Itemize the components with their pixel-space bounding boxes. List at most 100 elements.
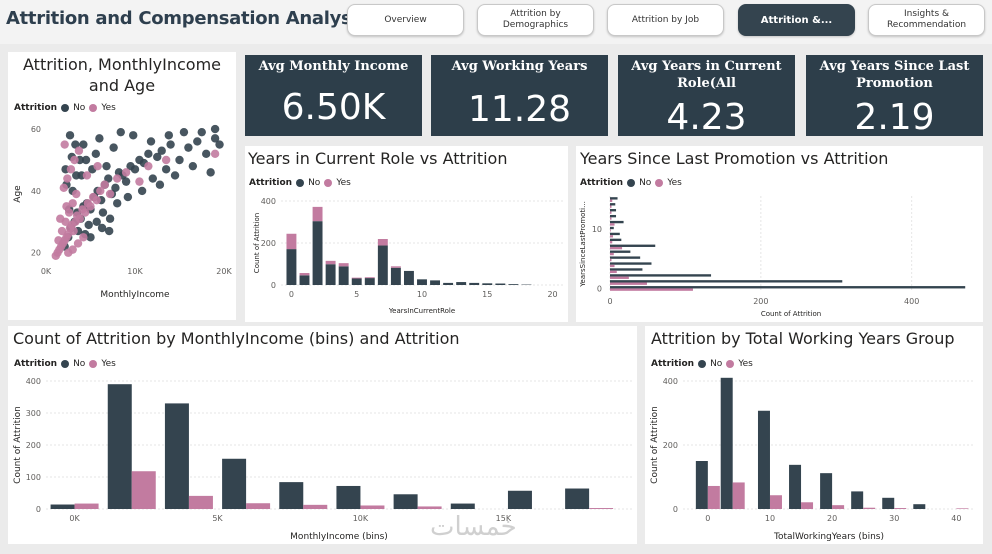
y-tick-label: 400 bbox=[261, 197, 276, 206]
x-axis-label: MonthlyIncome bbox=[100, 290, 170, 300]
bar-yes bbox=[610, 229, 611, 232]
legend-yes-label: Yes bbox=[101, 103, 116, 113]
scatter-point-no bbox=[137, 186, 147, 196]
scatter-point-yes bbox=[100, 180, 109, 189]
x-tick-label: 30 bbox=[889, 514, 899, 523]
legend-yes-swatch bbox=[324, 179, 333, 187]
watermark: خمسات bbox=[430, 512, 517, 542]
x-tick-label: 10K bbox=[353, 514, 369, 523]
scatter-point-yes bbox=[80, 208, 90, 217]
legend-yes-swatch bbox=[89, 360, 98, 368]
bar-no bbox=[338, 266, 349, 285]
bar-yes bbox=[131, 471, 156, 509]
bar-no bbox=[393, 494, 418, 509]
scatter-point-yes bbox=[62, 202, 71, 211]
bar-no bbox=[695, 461, 708, 509]
x-tick-label: 10 bbox=[765, 514, 775, 523]
scatter-point-no bbox=[184, 143, 193, 152]
bar-yes bbox=[364, 277, 375, 279]
income-chart[interactable]: 0 100 200 300 400 0K 5K 10K 15K MonthlyIncome (bi… bbox=[8, 368, 637, 544]
scatter-point-yes bbox=[96, 186, 105, 196]
years-role-panel bbox=[245, 146, 568, 322]
x-axis-label: Count of Attrition bbox=[761, 310, 821, 318]
bar-no bbox=[495, 283, 506, 285]
nav-demographics-button[interactable]: Attrition by Demographics bbox=[477, 4, 594, 36]
scatter-point-no bbox=[157, 146, 166, 155]
bar-no bbox=[610, 203, 616, 206]
bar-no bbox=[286, 249, 297, 285]
x-tick-label: 0 bbox=[705, 514, 710, 523]
legend-no-label: No bbox=[308, 178, 321, 188]
legend-title: Attrition bbox=[651, 359, 695, 369]
scatter-point-no bbox=[144, 149, 153, 159]
scatter-point-no bbox=[210, 134, 220, 143]
legend-title: Attrition bbox=[14, 359, 58, 369]
bar-yes bbox=[801, 502, 814, 509]
bar-no bbox=[107, 384, 132, 509]
bar-no bbox=[507, 490, 532, 509]
years-role-legend: Attrition No Yes bbox=[249, 178, 351, 188]
bar-yes bbox=[956, 508, 969, 509]
bar-yes bbox=[351, 277, 362, 279]
legend-yes-label: Yes bbox=[667, 178, 682, 188]
nav-job-button[interactable]: Attrition by Job bbox=[607, 4, 724, 36]
kpi-value: 2.19 bbox=[854, 97, 935, 138]
scatter-point-no bbox=[206, 168, 215, 177]
kpi-label: Avg Years in Current Role(All bbox=[631, 59, 782, 91]
x-tick-label: 10K bbox=[127, 267, 143, 276]
y-axis-label: Count of Attrition bbox=[13, 406, 23, 484]
bar-no bbox=[377, 245, 388, 285]
scatter-point-yes bbox=[161, 155, 171, 165]
legend-no-swatch bbox=[296, 179, 305, 187]
bar-no bbox=[610, 197, 618, 200]
nav-insights-button[interactable]: Insights & Recommendation bbox=[868, 4, 985, 36]
promotion-chart[interactable]: 0 200 400 0 10 Count of Attrition YearsSinceLa… bbox=[576, 188, 983, 322]
scatter-point-yes bbox=[105, 189, 115, 199]
x-axis-label: MonthlyIncome (bins) bbox=[290, 532, 388, 542]
bar-yes bbox=[610, 199, 613, 202]
bar-no bbox=[610, 274, 712, 277]
scatter-point-no bbox=[86, 233, 95, 242]
scatter-point-no bbox=[113, 199, 122, 208]
scatter-point-no bbox=[153, 152, 162, 162]
working-years-chart[interactable]: 0 200 400 0 10 20 30 40 TotalWorkingYears (bins)… bbox=[645, 368, 983, 544]
y-tick-label: 200 bbox=[26, 441, 41, 450]
scatter-point-no bbox=[84, 220, 93, 230]
bar-yes bbox=[610, 241, 613, 244]
x-axis-label: TotalWorkingYears (bins) bbox=[773, 532, 884, 542]
legend-yes-label: Yes bbox=[336, 178, 351, 188]
scatter-point-yes bbox=[93, 161, 102, 171]
scatter-point-no bbox=[161, 165, 171, 174]
scatter-point-yes bbox=[68, 245, 77, 254]
legend-yes-label: Yes bbox=[101, 359, 116, 369]
bar-no bbox=[279, 482, 304, 509]
kpi-avg-monthly-income: Avg Monthly Income 6.50K bbox=[245, 55, 422, 136]
scatter-point-yes bbox=[86, 202, 95, 211]
bar-yes bbox=[610, 223, 615, 226]
scatter-point-no bbox=[98, 208, 108, 217]
kpi-avg-years-current-role: Avg Years in Current Role(All 4.23 bbox=[618, 55, 795, 138]
nav-label: Overview bbox=[384, 14, 427, 25]
legend-no-swatch bbox=[698, 360, 707, 368]
bar-no bbox=[430, 280, 441, 285]
bar-yes bbox=[417, 506, 442, 509]
bar-no bbox=[222, 458, 247, 509]
y-tick-label: 100 bbox=[26, 473, 41, 482]
scatter-point-no bbox=[92, 217, 101, 227]
income-legend: Attrition No Yes bbox=[14, 359, 116, 369]
scatter-point-no bbox=[164, 131, 174, 140]
scatter-chart[interactable]: 20 40 60 0K 10K 20K MonthlyIncome Age bbox=[8, 112, 236, 320]
legend-no-label: No bbox=[73, 103, 86, 113]
scatter-point-yes bbox=[74, 146, 84, 155]
bar-no bbox=[351, 278, 362, 285]
scatter-point-no bbox=[155, 180, 165, 189]
nav-overview-button[interactable]: Overview bbox=[347, 4, 464, 36]
y-tick-label: 60 bbox=[31, 125, 41, 134]
bar-yes bbox=[610, 246, 623, 250]
bar-no bbox=[417, 279, 427, 285]
x-tick-label: 15 bbox=[482, 290, 492, 299]
scatter-point-no bbox=[188, 161, 198, 171]
scatter-point-yes bbox=[68, 199, 77, 208]
nav-compensation-button[interactable]: Attrition &... bbox=[738, 4, 855, 36]
years-role-chart[interactable]: 0 200 400 0 5 10 15 20 YearsInCurrentRole Count o… bbox=[245, 188, 568, 322]
